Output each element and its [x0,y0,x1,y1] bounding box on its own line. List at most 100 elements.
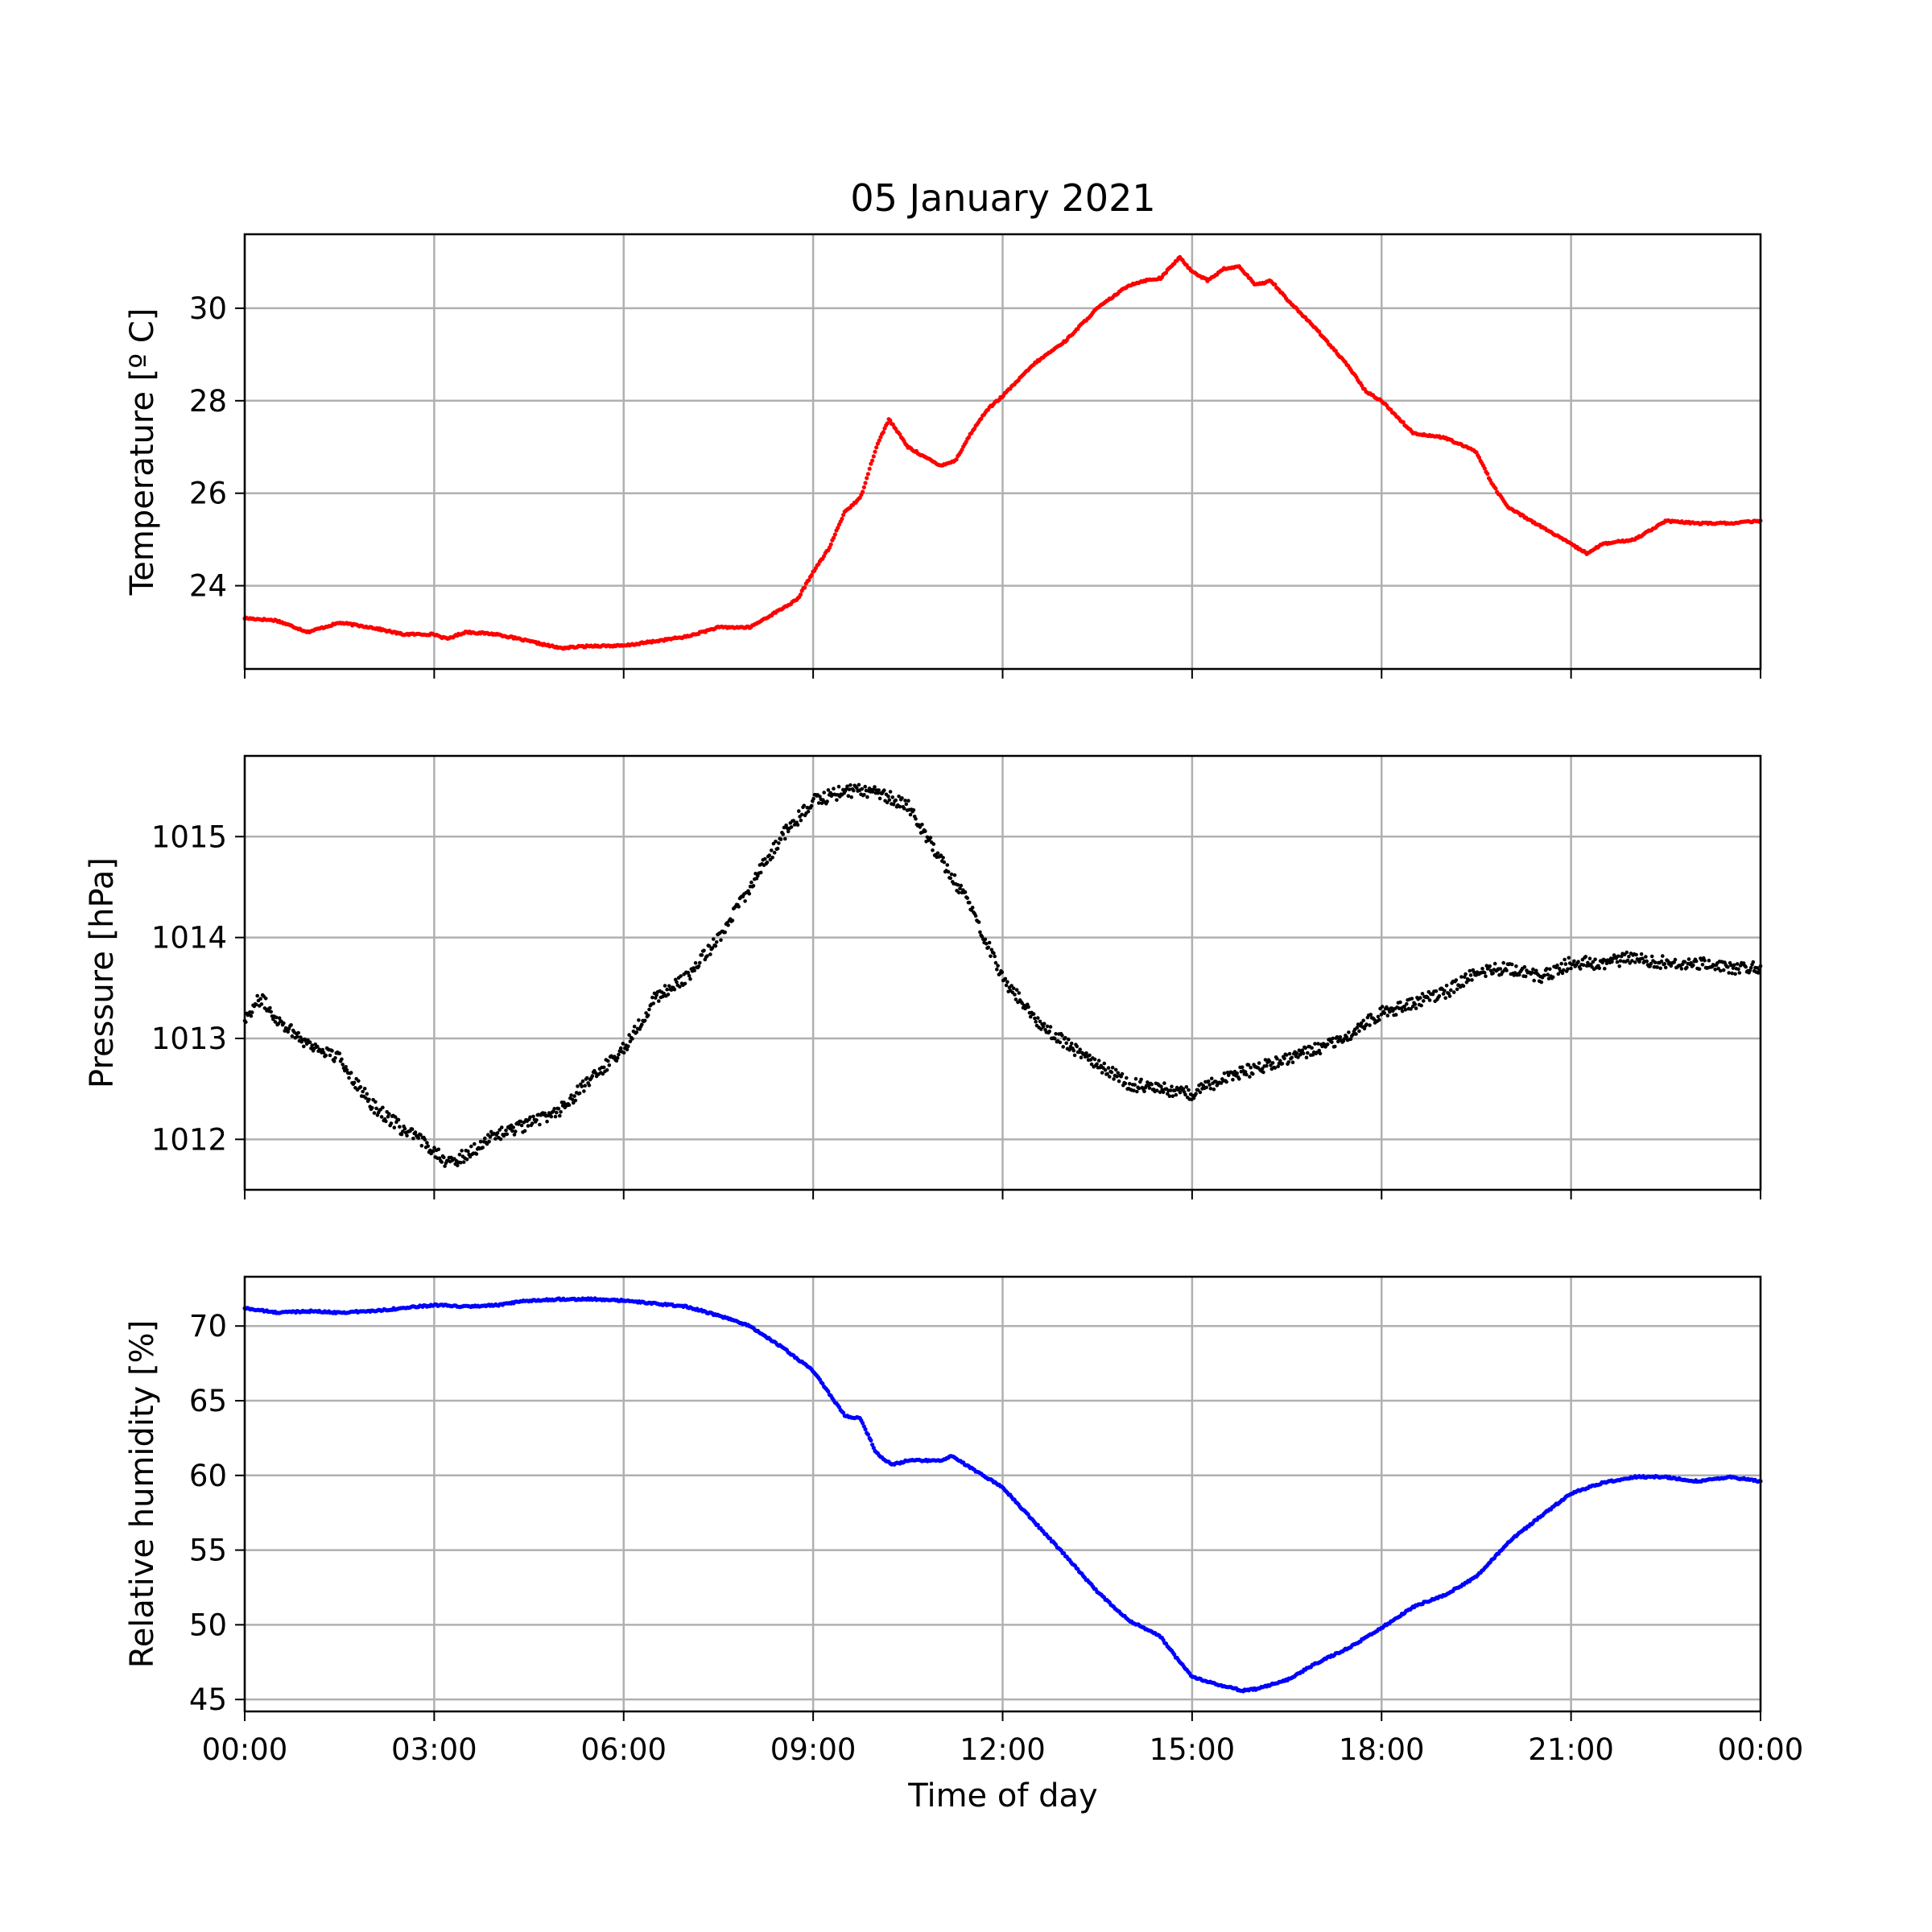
data-point [419,1144,424,1148]
data-point [1719,968,1723,973]
data-point [806,809,811,814]
data-point [478,1140,483,1144]
data-point [1354,1032,1358,1036]
data-point [1317,1048,1321,1053]
data-point [887,798,892,802]
data-point [1587,956,1592,960]
data-point [273,1020,278,1024]
data-point [1569,966,1573,971]
data-point [846,794,851,799]
data-point [911,808,916,812]
data-point [1548,967,1552,972]
data-point [1109,1070,1114,1075]
data-point [634,1030,639,1034]
data-point [1451,990,1456,994]
data-point [607,1063,612,1067]
data-point [797,809,801,813]
data-point [783,836,787,841]
data-point [1517,972,1521,977]
data-point [665,987,669,992]
data-point [1095,1062,1099,1067]
data-point [1224,1080,1228,1084]
data-point [606,1059,610,1063]
data-point [1461,984,1466,989]
data-point [1092,1057,1097,1062]
data-point [372,1111,377,1115]
data-point [1294,1051,1299,1055]
data-point [1467,978,1471,982]
data-point [1572,959,1576,964]
data-point [876,791,880,795]
data-point [1514,964,1518,968]
y-tick-label: 24 [189,569,227,604]
data-point [1454,978,1459,982]
data-point [364,1096,368,1100]
data-point [436,1147,441,1152]
x-tick-label: 03:00 [391,1732,477,1767]
data-point [826,1389,831,1394]
data-point [1559,961,1563,966]
data-point [345,1067,349,1072]
data-point [263,997,268,1001]
data-point [411,1137,415,1141]
data-point [871,454,876,459]
data-point [1125,1075,1129,1080]
data-point [605,1068,609,1072]
data-point [1470,978,1474,982]
data-point [349,1071,353,1075]
data-point [809,572,814,578]
data-point [396,1117,401,1122]
data-point [1067,1048,1071,1052]
data-point [1168,1088,1173,1092]
data-point [852,788,856,793]
data-point [1482,971,1487,975]
data-point [781,832,785,836]
data-point [976,920,981,924]
data-point [897,795,901,799]
data-point [1045,1024,1050,1029]
data-point [751,884,756,888]
data-point [1523,974,1528,979]
data-point [1235,1071,1239,1075]
data-point [1480,967,1484,971]
data-point [877,796,882,801]
data-point [661,994,665,999]
data-point [881,430,886,435]
data-point [1443,989,1447,993]
data-point [1183,1092,1187,1097]
data-point [1120,1071,1125,1076]
data-point [1079,1055,1084,1059]
data-point [1430,992,1435,997]
data-point [688,976,692,981]
data-point [1245,1072,1249,1077]
data-point [870,1443,875,1447]
data-point [1703,958,1707,963]
data-point [374,1100,378,1104]
data-point [1628,961,1632,965]
data-point [1296,1055,1300,1059]
data-point [777,841,781,845]
data-point [799,812,804,817]
data-point [1563,962,1568,966]
data-point [1488,968,1493,973]
data-point [1546,976,1551,980]
data-point [1333,1044,1337,1049]
data-point [908,812,913,817]
data-point [1402,1004,1406,1009]
data-point [964,440,968,444]
data-point [1414,1006,1418,1010]
y-tick-label: 26 [189,477,227,511]
data-point [1300,1048,1305,1052]
data-point [1273,282,1278,287]
data-point [1088,1053,1092,1058]
data-point [1237,1077,1241,1081]
data-point [553,1114,558,1119]
data-point [848,783,852,787]
series-temperature [242,254,1763,651]
data-point [347,1075,351,1080]
data-point [888,418,893,423]
data-point [1757,971,1761,975]
y-axis-label: Relative humidity [%] [124,1320,161,1669]
data-point [875,441,880,446]
data-point [1038,1019,1042,1024]
